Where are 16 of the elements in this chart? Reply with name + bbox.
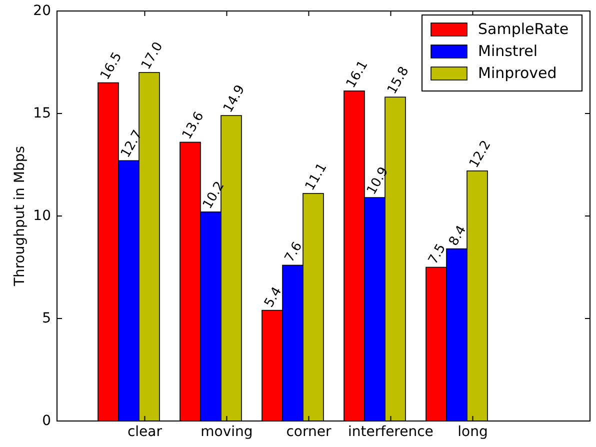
legend-label: Minproved <box>478 64 557 82</box>
x-tick-label: moving <box>200 424 253 440</box>
x-tick-label: interference <box>348 424 434 440</box>
y-tick-label: 10 <box>33 208 51 224</box>
y-tick-label: 0 <box>42 412 51 429</box>
x-tick-label: corner <box>286 424 332 440</box>
x-tick-label: clear <box>127 424 162 440</box>
y-tick-label: 15 <box>33 105 51 122</box>
x-tick-label: long <box>458 424 488 440</box>
legend-label: SampleRate <box>478 20 569 38</box>
data-label: 5.4 <box>262 284 286 310</box>
y-tick-label: 20 <box>33 2 51 19</box>
y-axis-title: Throughput in Mbps <box>12 146 28 288</box>
y-tick-label: 5 <box>42 310 51 326</box>
legend-label: Minstrel <box>478 42 538 60</box>
data-label: 7.6 <box>282 240 306 265</box>
